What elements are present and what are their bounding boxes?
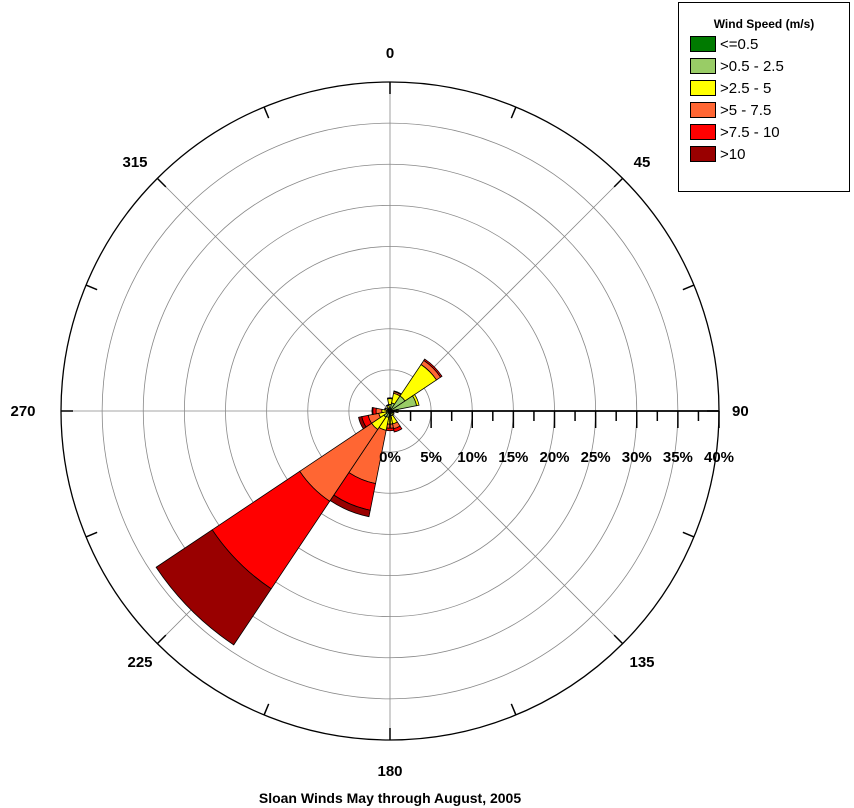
legend: Wind Speed (m/s) <=0.5 >0.5 - 2.5 >2.5 - 5… xyxy=(678,2,850,192)
legend-item: <=0.5 xyxy=(679,33,849,55)
radial-tick-label: 10% xyxy=(457,449,487,466)
sector-segment xyxy=(385,404,390,407)
outer-tick xyxy=(85,284,98,291)
legend-item: >5 - 7.5 xyxy=(679,99,849,121)
outer-tick xyxy=(263,106,270,119)
sector-segment xyxy=(358,416,367,430)
legend-item: >10 xyxy=(679,143,849,165)
outer-tick xyxy=(156,634,167,645)
sector-segment xyxy=(386,397,394,400)
legend-swatch xyxy=(690,124,716,140)
sector-segment xyxy=(375,407,383,415)
legend-item: >7.5 - 10 xyxy=(679,121,849,143)
grid-spoke xyxy=(389,410,623,644)
legend-items: <=0.5 >0.5 - 2.5 >2.5 - 5 >5 - 7.5 >7.5 - 10… xyxy=(679,33,849,165)
sector-segment xyxy=(423,358,443,378)
radial-tick-label: 15% xyxy=(498,449,528,466)
outer-tick xyxy=(613,177,624,188)
direction-label: 270 xyxy=(10,403,35,420)
radial-tick-label: 20% xyxy=(539,449,569,466)
outer-tick xyxy=(510,703,517,716)
radial-tick-label: 40% xyxy=(704,449,734,466)
legend-label: >0.5 - 2.5 xyxy=(720,57,784,75)
sector-segment xyxy=(385,427,395,432)
legend-item: >0.5 - 2.5 xyxy=(679,55,849,77)
legend-label: >5 - 7.5 xyxy=(720,101,772,119)
sector-segment xyxy=(371,406,374,416)
outer-tick xyxy=(156,177,167,188)
radial-axis: 0% 5% 10% 15% 20% 25% 30% 35% 40% xyxy=(379,410,734,466)
legend-swatch xyxy=(690,80,716,96)
grid-spoke xyxy=(157,178,391,412)
legend-swatch xyxy=(690,146,716,162)
outer-tick xyxy=(510,106,517,119)
radial-tick-label: 30% xyxy=(622,449,652,466)
outer-tick xyxy=(682,531,695,538)
sector-segment xyxy=(383,407,387,411)
outer-tick xyxy=(263,703,270,716)
outer-tick xyxy=(682,284,695,291)
direction-labels: 0 45 90 135 180 225 270 315 xyxy=(10,45,748,780)
legend-title: Wind Speed (m/s) xyxy=(713,17,815,31)
radial-tick-label: 5% xyxy=(420,449,442,466)
chart-title: Sloan Winds May through August, 2005 xyxy=(259,790,521,806)
radial-tick-label: 35% xyxy=(663,449,693,466)
legend-label: >10 xyxy=(720,145,746,163)
direction-label: 45 xyxy=(634,154,651,171)
direction-label: 135 xyxy=(629,654,654,671)
direction-label: 180 xyxy=(377,763,402,780)
outer-tick xyxy=(613,634,624,645)
legend-swatch xyxy=(690,58,716,74)
direction-label: 315 xyxy=(122,154,147,171)
direction-label: 0 xyxy=(386,45,394,62)
legend-label: >7.5 - 10 xyxy=(720,123,780,141)
legend-swatch xyxy=(690,36,716,52)
sector-segment xyxy=(412,393,420,407)
wind-sectors xyxy=(155,358,443,646)
radial-tick-label: 25% xyxy=(581,449,611,466)
sector-segment xyxy=(393,425,403,433)
radial-tick-label: 0% xyxy=(379,449,401,466)
direction-label: 225 xyxy=(127,654,152,671)
legend-item: >2.5 - 5 xyxy=(679,77,849,99)
outer-tick xyxy=(85,531,98,538)
legend-label: <=0.5 xyxy=(720,35,759,53)
legend-swatch xyxy=(690,102,716,118)
sector-segment xyxy=(155,529,272,646)
legend-label: >2.5 - 5 xyxy=(720,79,772,97)
direction-label: 90 xyxy=(732,403,749,420)
